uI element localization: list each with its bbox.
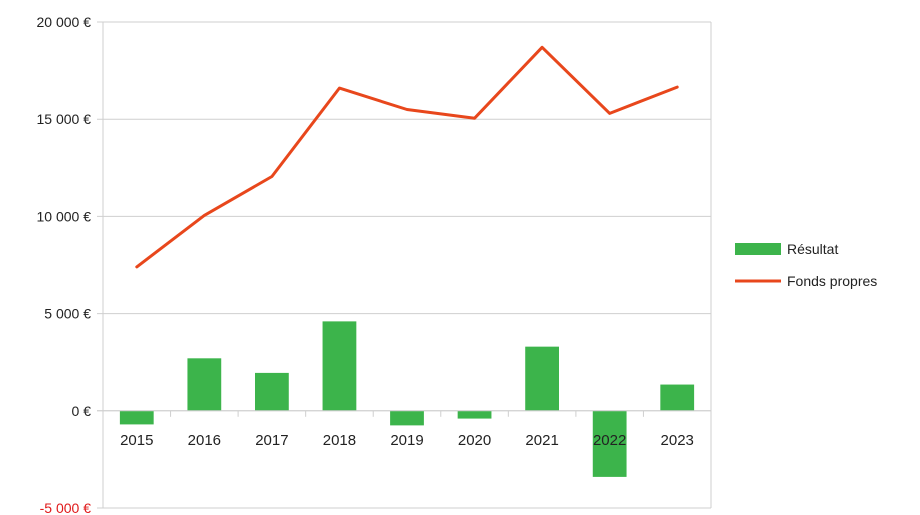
bar-2022 (592, 410, 627, 477)
line-fonds-propres (135, 45, 679, 269)
bar-2017 (255, 372, 289, 411)
x-tick-label-2017: 2017 (255, 432, 288, 449)
x-tick-label-2020: 2020 (458, 432, 491, 449)
x-tick-label-2019: 2019 (390, 432, 423, 449)
legend: Résultat Fonds propres (735, 241, 877, 289)
y-tick-label-2: 10 000 € (37, 208, 92, 224)
x-tick-label-2023: 2023 (661, 432, 694, 449)
bar-2023 (660, 384, 695, 411)
bar-series-resultat (119, 321, 695, 477)
y-tick-label-1: 15 000 € (37, 111, 92, 127)
y-tick-label-0: 20 000 € (37, 14, 92, 30)
bar-2020 (457, 410, 492, 419)
x-tick-label-2018: 2018 (323, 432, 356, 449)
bar-2021 (525, 346, 559, 411)
legend-swatch-resultat (735, 243, 781, 255)
legend-label-resultat: Résultat (787, 241, 838, 257)
x-axis-ticks: 2015 2016 2017 2018 2019 2020 2021 2022 2023 (120, 432, 694, 449)
y-tick-label-5: -5 000 € (40, 500, 92, 515)
y-tick-label-3: 5 000 € (44, 306, 91, 322)
legend-label-fonds-propres: Fonds propres (787, 273, 877, 289)
bar-2016 (187, 358, 222, 411)
y-axis-ticks: 20 000 € 15 000 € 10 000 € 5 000 € 0 € -5 000… (37, 14, 92, 515)
y-tick-label-4: 0 € (72, 403, 92, 419)
x-tick-label-2015: 2015 (120, 432, 153, 449)
x-tick-label-2022: 2022 (593, 432, 626, 449)
line-series-fonds-propres (135, 45, 679, 269)
bar-2018 (322, 321, 357, 411)
bar-2015 (119, 410, 154, 425)
x-tick-label-2016: 2016 (188, 432, 221, 449)
x-tick-label-2021: 2021 (525, 432, 558, 449)
bar-2019 (390, 410, 424, 426)
